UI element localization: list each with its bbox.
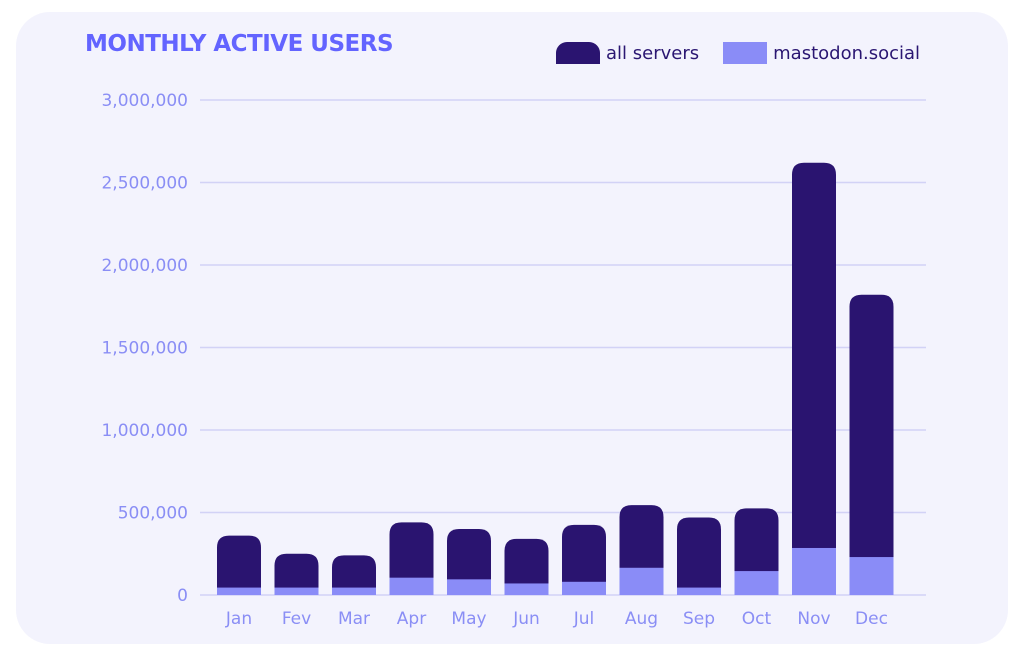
x-tick-label: Sep [683,609,715,629]
bar-mastodon-social-fev [274,587,319,595]
bar-all-servers-sep [677,517,721,595]
legend-swatch-all-servers [556,42,600,64]
y-tick-label: 1,000,000 [101,421,188,441]
bar-all-servers-nov [792,162,836,595]
bar-mastodon-social-dec [849,557,894,595]
legend-swatch-mastodon-social [723,42,768,64]
bar-mastodon-social-apr [389,577,434,595]
bar-mastodon-social-oct [734,571,779,595]
bar-mastodon-social-jun [504,583,549,595]
y-tick-label: 500,000 [118,504,188,524]
x-tick-label: May [451,609,486,629]
x-tick-label: Aug [625,609,658,629]
x-axis-ticks: Jan Fev Mar Apr May Jun Jul Aug Sep Oct Nov Dec [225,609,888,629]
x-tick-label: Dec [855,609,888,629]
x-tick-label: Nov [797,609,830,629]
bar-all-servers-mar [332,555,376,595]
chart-legend: all servers mastodon.social [556,40,920,66]
x-tick-label: Apr [397,609,426,629]
legend-item-mastodon-social: mastodon.social [723,42,920,64]
chart-card [16,12,1008,644]
y-tick-label: 2,500,000 [101,174,188,194]
bar-all-servers-apr [389,522,434,595]
y-tick-label: 3,000,000 [101,91,188,111]
bar-all-servers-jun [504,538,549,595]
x-tick-label: Jan [225,609,252,629]
bar-mastodon-social-mar [332,587,376,595]
x-tick-label: Mar [338,609,370,629]
bars [217,162,894,595]
bar-mastodon-social-jul [562,581,606,595]
bar-all-servers-jul [562,524,606,595]
x-tick-label: Oct [742,609,772,629]
legend-label-all-servers: all servers [606,42,700,64]
x-tick-label: Jun [512,609,540,629]
bar-mastodon-social-may [447,579,491,595]
bar-mastodon-social-sep [677,587,721,595]
bar-all-servers-fev [274,553,319,595]
bar-all-servers-dec [849,294,894,595]
y-axis-ticks: 0 500,000 1,000,000 1,500,000 2,000,000 2,500… [101,91,188,606]
bar-all-servers-may [447,529,491,595]
bar-mastodon-social-aug [619,567,664,595]
bar-mastodon-social-jan [217,587,261,595]
chart-title: MONTHLY ACTIVE USERS [85,31,394,57]
bar-all-servers-jan [217,535,261,595]
y-tick-label: 0 [177,586,188,606]
x-tick-label: Jul [573,609,595,629]
bar-mastodon-social-nov [792,547,836,595]
y-tick-label: 1,500,000 [101,339,188,359]
legend-label-mastodon-social: mastodon.social [773,42,921,64]
y-tick-label: 2,000,000 [101,256,188,276]
x-tick-label: Fev [282,609,311,629]
legend-item-all-servers: all servers [556,42,699,64]
